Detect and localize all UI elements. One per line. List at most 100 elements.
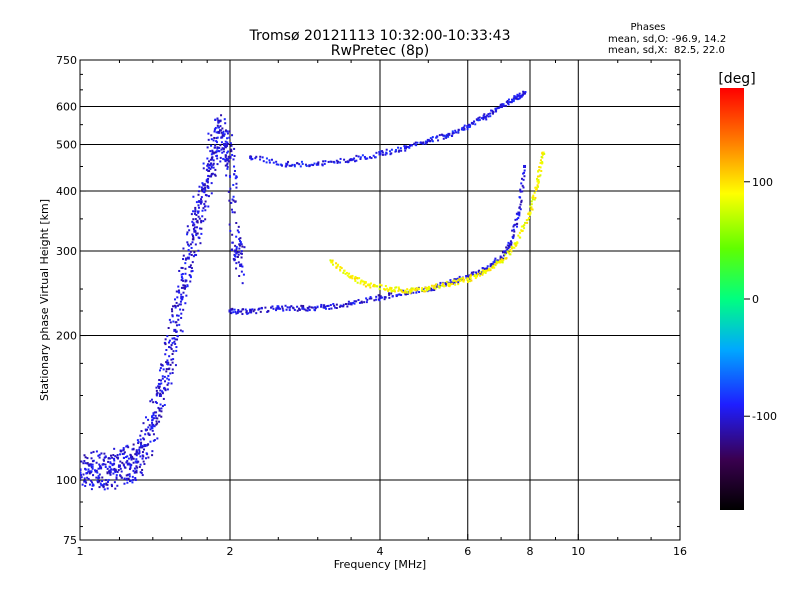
- echo-point: [541, 152, 544, 155]
- echo-point: [516, 213, 519, 216]
- echo-point: [219, 125, 222, 128]
- echo-point: [512, 234, 515, 237]
- echo-point: [472, 271, 475, 274]
- echo-point: [98, 456, 101, 459]
- echo-point: [206, 168, 209, 171]
- echo-point: [194, 230, 197, 233]
- echo-point: [192, 218, 195, 221]
- echo-point: [469, 125, 472, 128]
- echo-point: [354, 279, 357, 282]
- echo-point: [115, 456, 118, 459]
- echo-point: [230, 144, 233, 147]
- echo-point: [308, 305, 311, 308]
- echo-point: [275, 307, 278, 310]
- echo-point: [353, 277, 356, 280]
- echo-point: [397, 286, 400, 289]
- echo-point: [224, 146, 227, 149]
- echo-point: [242, 273, 245, 276]
- echo-point: [226, 137, 229, 140]
- echo-point: [166, 363, 169, 366]
- echo-point: [301, 163, 304, 166]
- echo-point: [88, 483, 91, 486]
- echo-point: [128, 468, 131, 471]
- echo-point: [158, 387, 161, 390]
- echo-point: [491, 266, 494, 269]
- echo-point: [226, 151, 229, 154]
- echo-point: [209, 167, 212, 170]
- data-point: [349, 158, 353, 162]
- echo-point: [103, 456, 106, 459]
- echo-point: [281, 305, 284, 308]
- echo-point: [230, 148, 233, 151]
- echo-point: [387, 288, 390, 291]
- echo-point: [413, 288, 416, 291]
- echo-point: [525, 219, 528, 222]
- echo-point: [339, 161, 342, 164]
- echo-point: [138, 450, 141, 453]
- echo-point: [323, 162, 326, 165]
- echo-point: [489, 263, 492, 266]
- echo-point: [412, 291, 415, 294]
- echo-point: [129, 454, 132, 457]
- echo-point: [91, 481, 94, 484]
- echo-point: [431, 136, 434, 139]
- echo-point: [462, 128, 465, 131]
- echo-point: [90, 451, 93, 454]
- echo-point: [355, 159, 358, 162]
- echo-point: [150, 398, 153, 401]
- echo-point: [159, 367, 162, 370]
- echo-point: [172, 350, 175, 353]
- echo-point: [224, 159, 227, 162]
- echo-point: [426, 289, 429, 292]
- echo-point: [455, 280, 458, 283]
- echo-point: [539, 174, 542, 177]
- echo-point: [259, 158, 262, 161]
- echo-point: [486, 114, 489, 117]
- echo-point: [194, 210, 197, 213]
- echo-point: [219, 160, 222, 163]
- echo-point: [213, 146, 216, 149]
- echo-point: [164, 353, 167, 356]
- echo-point: [217, 131, 220, 134]
- echo-point: [142, 422, 145, 425]
- echo-point: [104, 466, 107, 469]
- echo-point: [80, 474, 82, 477]
- echo-point: [193, 223, 196, 226]
- echo-point: [215, 151, 218, 154]
- echo-point: [491, 109, 494, 112]
- echo-point: [383, 298, 386, 301]
- echo-point: [197, 210, 200, 213]
- echo-point: [398, 288, 401, 291]
- echo-point: [504, 253, 507, 256]
- echo-point: [410, 144, 413, 147]
- echo-point: [231, 241, 234, 244]
- echo-point: [288, 306, 291, 309]
- echo-point: [522, 186, 525, 189]
- echo-point: [192, 236, 195, 239]
- echo-point: [322, 160, 325, 163]
- echo-point: [524, 91, 527, 94]
- echo-point: [514, 243, 517, 246]
- colorbar-tick-label: 100: [752, 176, 773, 189]
- echo-point: [249, 308, 252, 311]
- echo-point: [352, 158, 355, 161]
- echo-point: [158, 409, 161, 412]
- echo-point: [409, 291, 412, 294]
- echo-point: [419, 141, 422, 144]
- echo-point: [408, 146, 411, 149]
- echo-point: [518, 214, 521, 217]
- echo-point: [540, 155, 543, 158]
- echo-point: [426, 286, 429, 289]
- echo-point: [475, 271, 478, 274]
- echo-point: [129, 456, 132, 459]
- echo-point: [175, 314, 178, 317]
- echo-point: [115, 476, 118, 479]
- echo-point: [77, 480, 79, 482]
- echo-point: [443, 134, 446, 137]
- echo-point: [182, 258, 185, 261]
- echo-point: [184, 286, 187, 289]
- echo-point: [384, 284, 387, 287]
- echo-point: [384, 288, 387, 291]
- echo-point: [164, 389, 167, 392]
